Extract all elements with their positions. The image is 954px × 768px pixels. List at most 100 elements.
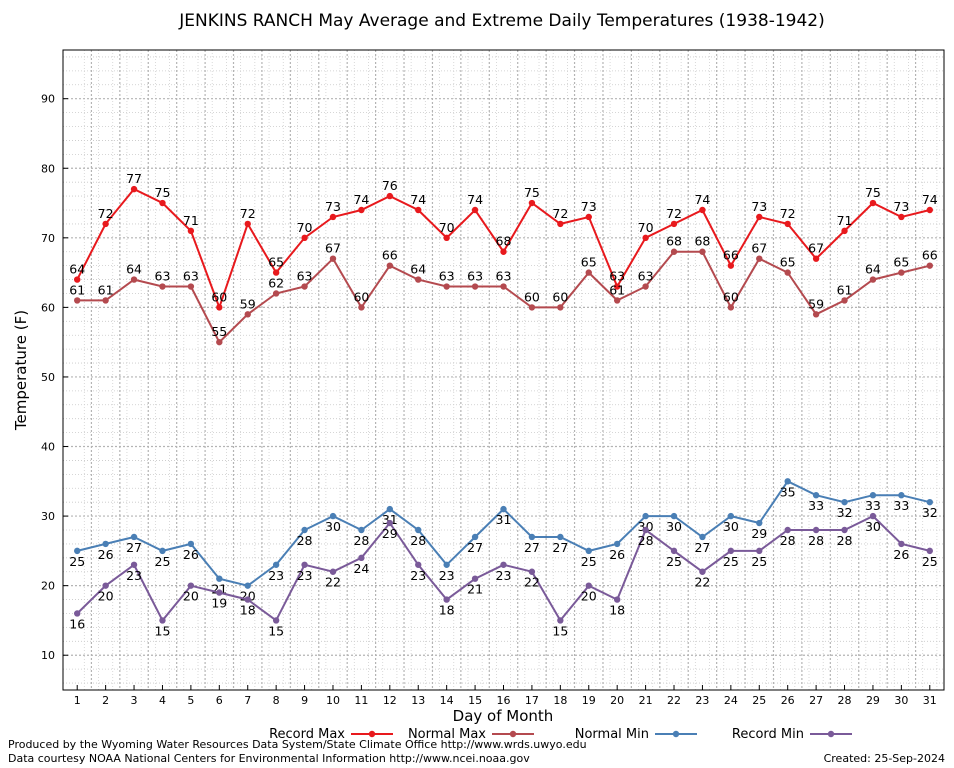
data-point bbox=[443, 561, 450, 568]
data-label: 63 bbox=[439, 269, 455, 284]
data-label: 29 bbox=[751, 526, 767, 541]
data-point bbox=[358, 206, 365, 214]
data-point bbox=[756, 255, 763, 262]
data-point bbox=[329, 512, 337, 520]
data-point bbox=[613, 283, 621, 290]
x-tick-label: 3 bbox=[131, 694, 138, 707]
x-tick-label: 24 bbox=[724, 694, 738, 707]
data-label: 75 bbox=[155, 185, 171, 200]
data-label: 75 bbox=[524, 185, 540, 200]
data-label: 22 bbox=[524, 575, 540, 590]
x-tick-label: 15 bbox=[468, 694, 482, 707]
data-label: 74 bbox=[353, 192, 369, 207]
y-tick-label: 60 bbox=[41, 301, 55, 314]
data-point bbox=[699, 568, 706, 575]
grid bbox=[63, 50, 944, 690]
data-label: 32 bbox=[922, 505, 938, 520]
data-label: 63 bbox=[496, 269, 512, 284]
chart-title: JENKINS RANCH May Average and Extreme Da… bbox=[178, 11, 824, 31]
y-tick-label: 10 bbox=[41, 649, 55, 662]
data-point bbox=[386, 192, 394, 200]
data-point bbox=[187, 582, 195, 589]
data-point bbox=[500, 561, 507, 568]
data-point bbox=[699, 533, 706, 541]
data-label: 63 bbox=[155, 269, 171, 284]
data-label: 28 bbox=[410, 533, 426, 548]
data-point bbox=[386, 262, 394, 269]
legend-marker bbox=[509, 730, 517, 738]
data-label: 31 bbox=[382, 512, 398, 527]
data-point bbox=[926, 206, 933, 214]
data-point bbox=[386, 505, 394, 513]
data-point bbox=[301, 283, 308, 290]
data-label: 73 bbox=[893, 199, 909, 214]
data-point bbox=[358, 304, 365, 311]
data-label: 18 bbox=[609, 603, 625, 618]
data-point bbox=[329, 255, 337, 262]
data-point bbox=[216, 575, 223, 582]
data-point bbox=[187, 540, 195, 548]
data-point bbox=[500, 248, 507, 255]
data-label: 68 bbox=[496, 234, 512, 249]
data-label: 29 bbox=[382, 526, 398, 541]
data-point bbox=[841, 227, 848, 235]
data-label: 73 bbox=[751, 199, 767, 214]
data-point bbox=[784, 220, 791, 228]
data-label: 28 bbox=[353, 533, 369, 548]
data-label: 19 bbox=[211, 596, 227, 611]
data-point bbox=[102, 540, 109, 548]
data-point bbox=[585, 582, 592, 589]
data-point bbox=[272, 269, 280, 276]
data-point bbox=[926, 547, 933, 555]
data-label: 61 bbox=[609, 282, 625, 297]
y-tick-label: 20 bbox=[41, 580, 55, 593]
legend-label: Record Max bbox=[269, 727, 345, 742]
data-label: 55 bbox=[211, 324, 227, 339]
data-label: 23 bbox=[268, 568, 284, 583]
footer-producer: Produced by the Wyoming Water Resources … bbox=[8, 738, 587, 751]
data-label: 63 bbox=[467, 269, 483, 284]
data-label: 70 bbox=[638, 220, 654, 235]
data-point bbox=[898, 540, 905, 548]
y-tick-label: 90 bbox=[41, 93, 55, 106]
data-label: 33 bbox=[893, 498, 909, 513]
data-point bbox=[642, 512, 649, 520]
data-label: 21 bbox=[467, 582, 483, 597]
data-point bbox=[471, 206, 479, 214]
y-tick-label: 30 bbox=[41, 510, 55, 523]
data-point bbox=[557, 220, 564, 228]
x-tick-label: 22 bbox=[667, 694, 681, 707]
data-point bbox=[102, 297, 109, 304]
data-point bbox=[471, 283, 479, 290]
data-point bbox=[443, 596, 450, 603]
data-label: 72 bbox=[240, 206, 256, 221]
data-label: 20 bbox=[581, 589, 597, 604]
data-label: 27 bbox=[694, 540, 710, 555]
data-label: 72 bbox=[780, 206, 796, 221]
x-tick-label: 25 bbox=[752, 694, 766, 707]
data-point bbox=[869, 492, 877, 499]
data-point bbox=[784, 269, 791, 276]
data-label: 20 bbox=[240, 589, 256, 604]
data-label: 27 bbox=[524, 540, 540, 555]
data-label: 72 bbox=[552, 206, 568, 221]
x-tick-label: 20 bbox=[610, 694, 624, 707]
data-label: 64 bbox=[69, 262, 85, 277]
x-tick-label: 19 bbox=[582, 694, 596, 707]
data-point bbox=[756, 519, 763, 527]
data-label: 26 bbox=[183, 547, 199, 562]
data-label: 77 bbox=[126, 171, 142, 186]
x-tick-label: 29 bbox=[866, 694, 880, 707]
data-label: 65 bbox=[268, 255, 284, 270]
legend-marker bbox=[672, 730, 680, 738]
data-label: 25 bbox=[723, 554, 739, 569]
data-point bbox=[557, 304, 564, 311]
data-point bbox=[74, 610, 81, 617]
data-label: 67 bbox=[751, 241, 767, 256]
data-label: 27 bbox=[126, 540, 142, 555]
data-point bbox=[159, 199, 166, 207]
data-label: 64 bbox=[410, 262, 426, 277]
data-label: 25 bbox=[666, 554, 682, 569]
footer-data-source: Data courtesy NOAA National Centers for … bbox=[8, 752, 530, 765]
